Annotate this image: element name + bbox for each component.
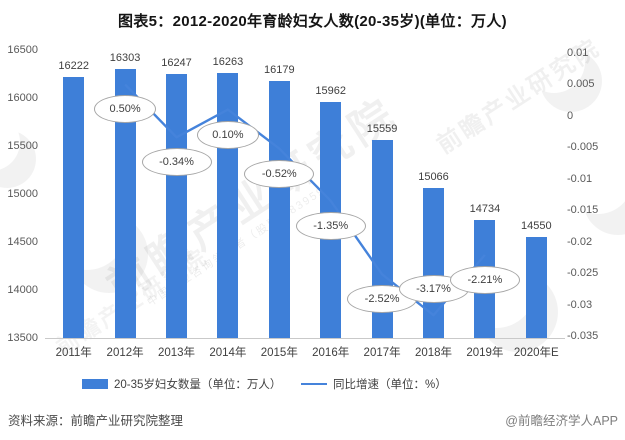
bar-2013年 (166, 74, 187, 338)
line-point-label: -0.52% (244, 159, 315, 188)
chart-title: 图表5：2012-2020年育龄妇女人数(20-35岁)(单位：万人) (118, 13, 507, 30)
x-axis-label: 2020年E (513, 347, 559, 359)
y-axis-tick-left: 13500 (7, 332, 38, 344)
line-point-label: -0.34% (141, 148, 212, 177)
bar-2012年 (114, 68, 136, 338)
y-axis-tick-left: 15000 (7, 188, 38, 200)
x-axis-label: 2016年 (312, 347, 350, 359)
line-point-label: -3.17% (398, 275, 469, 304)
bar-value-label: 14734 (469, 202, 501, 215)
y-axis-tick-left: 16500 (7, 44, 38, 56)
y-axis-tick-right: -0.03 (567, 298, 593, 311)
legend-line-label: 同比增速（单位：%） (333, 379, 447, 391)
bar-2011年 (63, 76, 85, 338)
legend-bar-label: 20-35岁妇女数量（单位：万人） (114, 379, 282, 391)
line-point-label: -1.35% (295, 211, 366, 240)
legend-item-line-series: 同比增速（单位：%） (301, 376, 447, 392)
x-axis-label: 2011年 (55, 347, 92, 359)
bar-2020年E (525, 237, 547, 338)
source-note: 资料来源：前瞻产业研究院整理 (8, 414, 184, 428)
line-series-swatch-icon (301, 382, 327, 386)
watermark-logo (522, 31, 602, 112)
x-axis-label: 2014年 (209, 347, 247, 359)
line-point-label: 0.50% (94, 95, 157, 124)
y-axis-tick-right: -0.01 (567, 172, 593, 185)
y-axis-tick-right: -0.025 (567, 267, 599, 280)
x-axis-label: 2018年 (414, 347, 453, 359)
y-axis-tick-right: -0.005 (567, 141, 599, 154)
x-axis-label: 2012年 (106, 347, 144, 359)
x-axis-line (45, 338, 565, 339)
y-axis-tick-right: -0.015 (567, 204, 599, 217)
bar-value-label: 16263 (212, 55, 244, 68)
x-axis-label: 2013年 (157, 347, 196, 359)
y-axis-tick-right: -0.035 (567, 330, 599, 342)
y-axis-tick-right: 0 (567, 109, 574, 122)
y-axis-tick-right: 0.005 (567, 78, 595, 91)
y-axis-tick-left: 14500 (7, 236, 38, 248)
line-point-label: 0.10% (196, 120, 259, 149)
bar-value-label: 16222 (58, 59, 89, 72)
x-axis-label: 2019年 (466, 347, 504, 359)
bar-value-label: 16179 (264, 63, 295, 76)
x-axis-label: 2017年 (363, 347, 401, 359)
bar-value-label: 16247 (161, 57, 192, 70)
y-axis-tick-left: 15500 (7, 140, 38, 152)
y-axis-tick-left: 14000 (7, 284, 38, 296)
y-axis-tick-left: 16000 (7, 92, 38, 104)
bar-series-swatch-icon (82, 379, 108, 389)
credit-note: @前瞻经济学人APP (505, 414, 618, 428)
bar-value-label: 14550 (521, 220, 552, 233)
legend-item-bar-series: 20-35岁妇女数量（单位：万人） (82, 376, 281, 392)
bar-value-label: 15559 (366, 123, 398, 136)
bar-value-label: 16303 (109, 51, 141, 64)
bar-value-label: 15962 (315, 84, 346, 97)
line-point-label: -2.21% (449, 265, 520, 294)
y-axis-tick-right: -0.02 (567, 235, 593, 248)
x-axis-label: 2015年 (260, 347, 298, 359)
y-axis-tick-right: 0.01 (567, 47, 589, 59)
bar-value-label: 15066 (418, 170, 449, 183)
